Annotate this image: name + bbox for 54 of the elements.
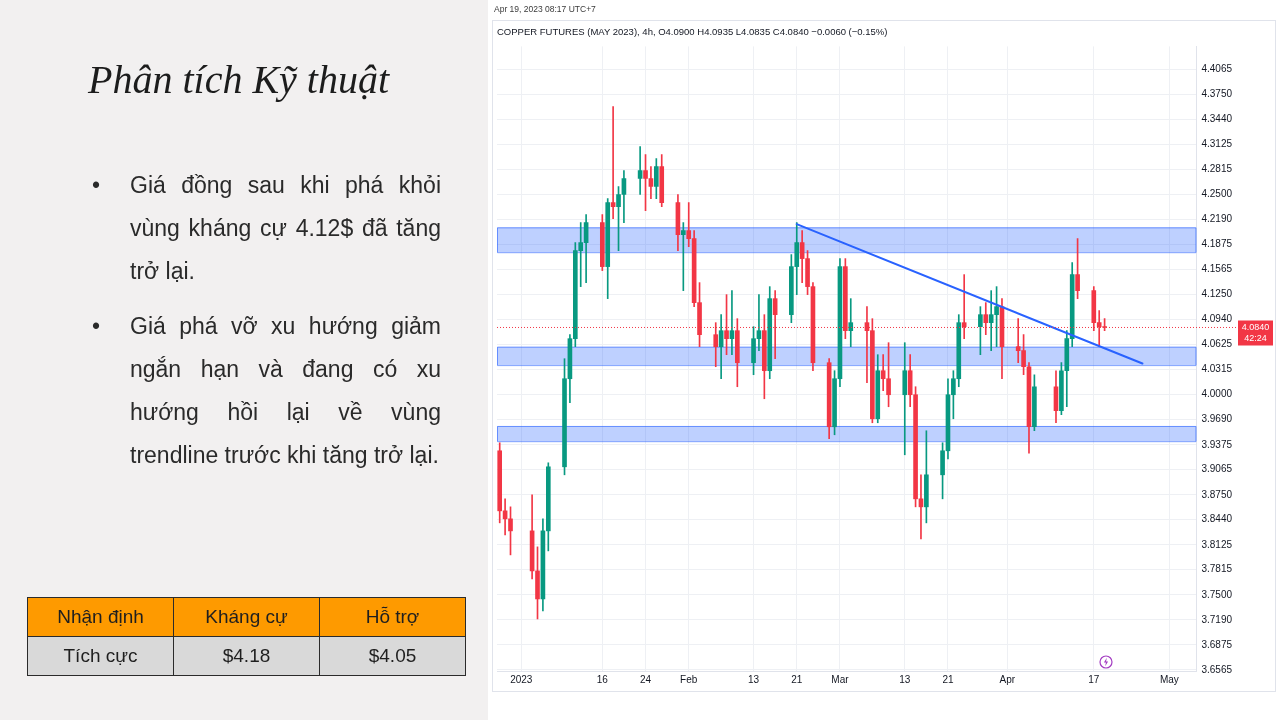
y-tick-label: 4.2815 (1201, 163, 1233, 175)
y-tick-label: 3.6875 (1201, 638, 1233, 650)
x-tick-label: Mar (831, 673, 850, 685)
y-tick-label: 3.7190 (1201, 613, 1233, 625)
candlestick (729, 290, 735, 356)
text: • Giá phá vỡ xu hướng giảm ngắn hạn và đang có xu hướng hồi lại về vùng trendline trước khi tăng trở lại. (92, 313, 441, 468)
y-tick-label: 4.0000 (1201, 388, 1233, 400)
x-tick-label: 13 (747, 673, 760, 685)
x-tick-label: Feb (680, 673, 698, 685)
y-tick-label: 4.0315 (1201, 363, 1233, 375)
y-tick-label: 4.3440 (1201, 113, 1233, 125)
category-label: Kháng cự (173, 597, 320, 637)
y-tick-label: 4.3125 (1201, 138, 1233, 150)
candlestick (637, 146, 643, 195)
category-label: Hỗ trợ (319, 597, 466, 637)
x-tick-label: Apr (999, 673, 1016, 685)
candlestick (902, 342, 908, 456)
text: Tích cực (27, 636, 174, 676)
x-tick-label: 2023 (510, 673, 533, 685)
y-tick-label: 4.0625 (1201, 338, 1233, 350)
text: Phân tích Kỹ thuật (88, 56, 391, 104)
y-tick-label: 3.8750 (1201, 488, 1233, 500)
y-tick-label: 4.2190 (1201, 213, 1233, 225)
x-tick-label: May (1159, 673, 1179, 685)
y-tick-label: 3.8440 (1201, 513, 1233, 525)
y-tick-label: 4.4065 (1201, 62, 1233, 74)
x-tick-label: 21 (942, 673, 954, 685)
x-tick-label: 17 (1088, 673, 1100, 685)
y-tick-label: 4.1875 (1201, 238, 1233, 250)
y-tick-label: 4.1565 (1201, 263, 1233, 275)
candlestick (848, 298, 854, 348)
y-tick-label: 4.2500 (1201, 188, 1233, 200)
y-tick-label: 4.0940 (1201, 313, 1233, 325)
y-tick-label: 3.9065 (1201, 463, 1233, 475)
y-tick-label: 3.7500 (1201, 588, 1233, 600)
category-label: Nhận định (27, 597, 174, 637)
y-tick-label: 3.8125 (1201, 538, 1233, 550)
y-tick-label: 3.9690 (1201, 413, 1233, 425)
text: $4.18 (173, 636, 320, 676)
ref-line-label: 4.0840 42:24 (1241, 321, 1270, 343)
text: Apr 19, 2023 08:17 UTC+7 (494, 4, 596, 14)
y-tick-label: 4.1250 (1201, 288, 1233, 300)
chart-title: COPPER FUTURES (MAY 2023), 4h, O4.0900 H4.0935 L4.0835 C4.0840 −0.0060 (−0.15%) (497, 26, 888, 38)
x-tick-label: 16 (596, 673, 609, 685)
candlestick (610, 106, 616, 219)
y-tick-label: 3.9375 (1201, 438, 1233, 450)
text: $4.05 (319, 636, 466, 676)
y-tick-label: 3.6565 (1201, 663, 1233, 675)
y-tick-label: 3.7815 (1201, 563, 1233, 575)
x-tick-label: 21 (791, 673, 803, 685)
y-tick-label: 4.3750 (1201, 88, 1233, 100)
x-tick-label: 24 (639, 673, 652, 685)
text: • Giá đồng sau khi phá khỏi vùng kháng cự 4.12$ đã tăng trở lại. (92, 172, 441, 284)
x-tick-label: 13 (899, 673, 911, 685)
